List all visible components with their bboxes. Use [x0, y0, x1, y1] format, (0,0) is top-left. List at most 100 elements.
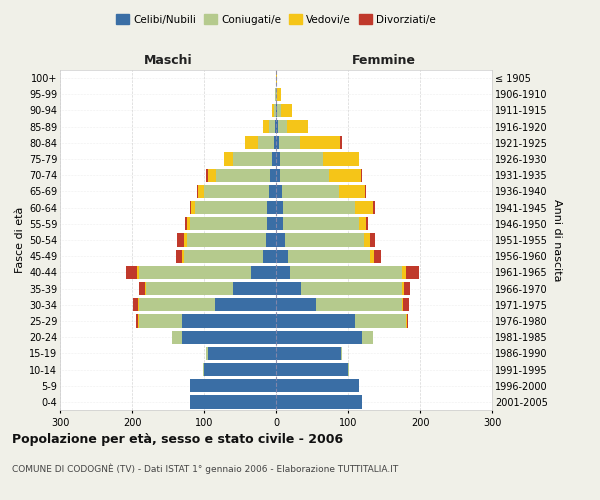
Bar	[361, 168, 362, 182]
Bar	[190, 379, 276, 392]
Bar	[196, 201, 268, 214]
Bar	[287, 120, 308, 134]
Bar	[374, 250, 381, 263]
Bar	[348, 363, 349, 376]
Bar	[133, 298, 139, 312]
Bar	[185, 217, 187, 230]
Bar	[276, 104, 277, 117]
Bar	[404, 282, 410, 295]
Bar	[276, 136, 279, 149]
Bar	[276, 234, 284, 246]
Bar	[187, 217, 190, 230]
Bar	[276, 314, 355, 328]
Bar	[281, 104, 292, 117]
Bar	[277, 104, 281, 117]
Bar	[270, 168, 276, 182]
Bar	[329, 168, 361, 182]
Bar	[191, 201, 196, 214]
Bar	[266, 234, 276, 246]
Bar	[190, 396, 276, 408]
Bar	[263, 250, 276, 263]
Bar	[208, 346, 276, 360]
Bar	[136, 314, 138, 328]
Bar	[245, 136, 258, 149]
Bar	[274, 104, 276, 117]
Bar	[275, 120, 276, 134]
Bar	[276, 250, 287, 263]
Bar	[279, 136, 301, 149]
Bar	[251, 266, 276, 279]
Bar	[277, 88, 281, 101]
Bar	[139, 266, 251, 279]
Bar	[268, 217, 276, 230]
Bar	[276, 282, 301, 295]
Bar	[278, 120, 287, 134]
Bar	[268, 201, 276, 214]
Bar	[203, 363, 204, 376]
Bar	[224, 152, 233, 166]
Bar	[402, 298, 403, 312]
Bar	[370, 250, 374, 263]
Bar	[197, 185, 198, 198]
Bar	[146, 282, 233, 295]
Bar	[276, 185, 282, 198]
Bar	[182, 330, 276, 344]
Bar	[406, 266, 419, 279]
Bar	[316, 298, 402, 312]
Text: Popolazione per età, sesso e stato civile - 2006: Popolazione per età, sesso e stato civil…	[12, 432, 343, 446]
Bar	[276, 168, 280, 182]
Bar	[182, 314, 276, 328]
Bar	[301, 136, 340, 149]
Bar	[126, 266, 137, 279]
Bar	[275, 88, 276, 101]
Bar	[187, 234, 266, 246]
Bar	[280, 152, 323, 166]
Bar	[206, 346, 208, 360]
Bar	[282, 185, 340, 198]
Bar	[274, 136, 276, 149]
Bar	[258, 136, 274, 149]
Bar	[283, 217, 359, 230]
Bar	[139, 314, 182, 328]
Bar	[139, 282, 145, 295]
Bar	[301, 282, 402, 295]
Bar	[184, 234, 187, 246]
Bar	[355, 201, 373, 214]
Bar	[139, 298, 215, 312]
Text: COMUNE DI CODOGNÈ (TV) - Dati ISTAT 1° gennaio 2006 - Elaborazione TUTTITALIA.IT: COMUNE DI CODOGNÈ (TV) - Dati ISTAT 1° g…	[12, 464, 398, 474]
Bar	[366, 217, 368, 230]
Bar	[184, 250, 263, 263]
Bar	[340, 136, 341, 149]
Bar	[182, 250, 184, 263]
Bar	[272, 104, 274, 117]
Bar	[276, 152, 280, 166]
Bar	[216, 168, 270, 182]
Bar	[172, 330, 182, 344]
Bar	[323, 152, 359, 166]
Bar	[276, 346, 341, 360]
Bar	[403, 298, 409, 312]
Bar	[190, 201, 191, 214]
Bar	[276, 379, 359, 392]
Bar	[198, 185, 204, 198]
Bar	[340, 185, 365, 198]
Bar	[355, 314, 406, 328]
Bar	[373, 201, 374, 214]
Bar	[138, 314, 139, 328]
Bar	[263, 120, 269, 134]
Bar	[276, 396, 362, 408]
Bar	[290, 266, 402, 279]
Bar	[362, 330, 373, 344]
Bar	[402, 266, 406, 279]
Bar	[402, 282, 404, 295]
Bar	[276, 72, 277, 85]
Text: Femmine: Femmine	[352, 54, 416, 67]
Bar	[276, 298, 316, 312]
Bar	[208, 168, 216, 182]
Bar	[269, 185, 276, 198]
Bar	[204, 363, 276, 376]
Bar	[276, 330, 362, 344]
Y-axis label: Fasce di età: Fasce di età	[14, 207, 25, 273]
Bar	[287, 250, 370, 263]
Bar	[284, 234, 364, 246]
